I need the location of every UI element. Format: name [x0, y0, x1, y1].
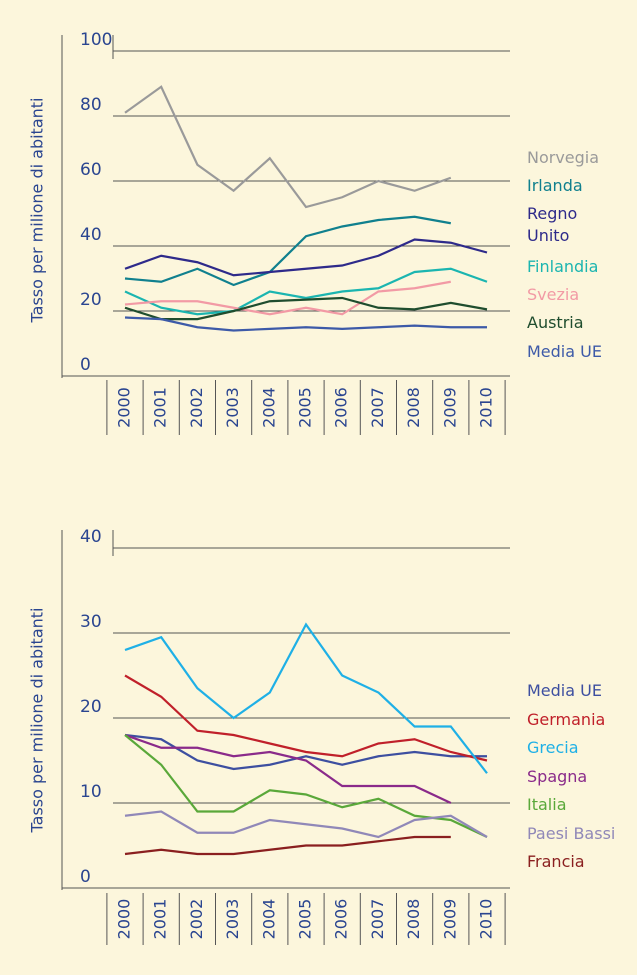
x-tick-label: 2000	[115, 387, 134, 428]
x-tick-label: 2001	[151, 387, 170, 428]
x-tick-label: 2007	[368, 387, 387, 428]
x-tick-label: 2006	[332, 899, 351, 940]
x-tick-label: 2008	[404, 899, 423, 940]
series-line	[124, 810, 488, 839]
legend-entry: Paesi Bassi	[527, 824, 616, 843]
series-line	[124, 674, 488, 762]
x-tick-label: 2000	[115, 899, 134, 940]
series-line	[124, 238, 488, 277]
x-tick-label: 2005	[296, 387, 315, 428]
series-line	[124, 316, 487, 332]
legend-entry: Francia	[527, 852, 585, 871]
series-line	[124, 215, 451, 287]
x-tick-label: 2001	[151, 899, 170, 940]
y-tick-label: 40	[80, 225, 102, 245]
series-line	[124, 835, 451, 856]
x-tick-label: 2003	[223, 387, 242, 428]
legend-entry: Germania	[527, 710, 606, 729]
y-tick-label: 0	[80, 867, 91, 887]
x-tick-label: 2002	[187, 899, 206, 940]
legend-entry: Grecia	[527, 738, 579, 757]
legend-entry: Media UE	[527, 342, 602, 361]
x-tick-label: 2010	[477, 899, 496, 940]
y-tick-label: 40	[80, 527, 102, 547]
legend-entry: Media UE	[527, 681, 602, 700]
x-tick-label: 2004	[259, 899, 278, 940]
series-line	[124, 733, 487, 771]
y-tick-label: 60	[80, 160, 102, 180]
x-tick-label: 2009	[440, 899, 459, 940]
series-line	[124, 622, 488, 774]
y-tick-label: 0	[80, 355, 91, 375]
y-tick-label: 20	[80, 697, 102, 717]
y-tick-label: 10	[80, 782, 102, 802]
x-tick-label: 2002	[187, 387, 206, 428]
y-tick-label: 80	[80, 95, 102, 115]
legend-entry: Regno Unito	[527, 204, 578, 245]
legend-entry: Svezia	[527, 285, 580, 304]
y-axis-title: Tasso per milione di abitanti	[28, 608, 47, 834]
series-line	[124, 267, 488, 316]
series-line	[124, 734, 488, 838]
y-tick-label: 30	[80, 612, 102, 632]
x-tick-label: 2005	[296, 899, 315, 940]
series-line	[124, 733, 452, 804]
y-tick-label: 100	[80, 30, 112, 50]
series-line	[124, 85, 452, 209]
legend-entry: Irlanda	[527, 176, 583, 195]
x-tick-label: 2010	[477, 387, 496, 428]
y-axis-title: Tasso per milione di abitanti	[28, 98, 47, 324]
x-tick-label: 2003	[223, 899, 242, 940]
series-line	[124, 280, 451, 316]
x-tick-label: 2007	[368, 899, 387, 940]
series-line	[124, 296, 488, 321]
x-tick-label: 2006	[332, 387, 351, 428]
legend-entry: Spagna	[527, 767, 588, 786]
y-tick-label: 20	[80, 290, 102, 310]
x-tick-label: 2004	[259, 387, 278, 428]
legend-entry: Finlandia	[527, 257, 599, 276]
legend-entry: Austria	[527, 313, 584, 332]
x-tick-label: 2008	[404, 387, 423, 428]
x-tick-label: 2009	[440, 387, 459, 428]
legend-entry: Norvegia	[527, 148, 600, 167]
legend-entry: Italia	[527, 795, 567, 814]
